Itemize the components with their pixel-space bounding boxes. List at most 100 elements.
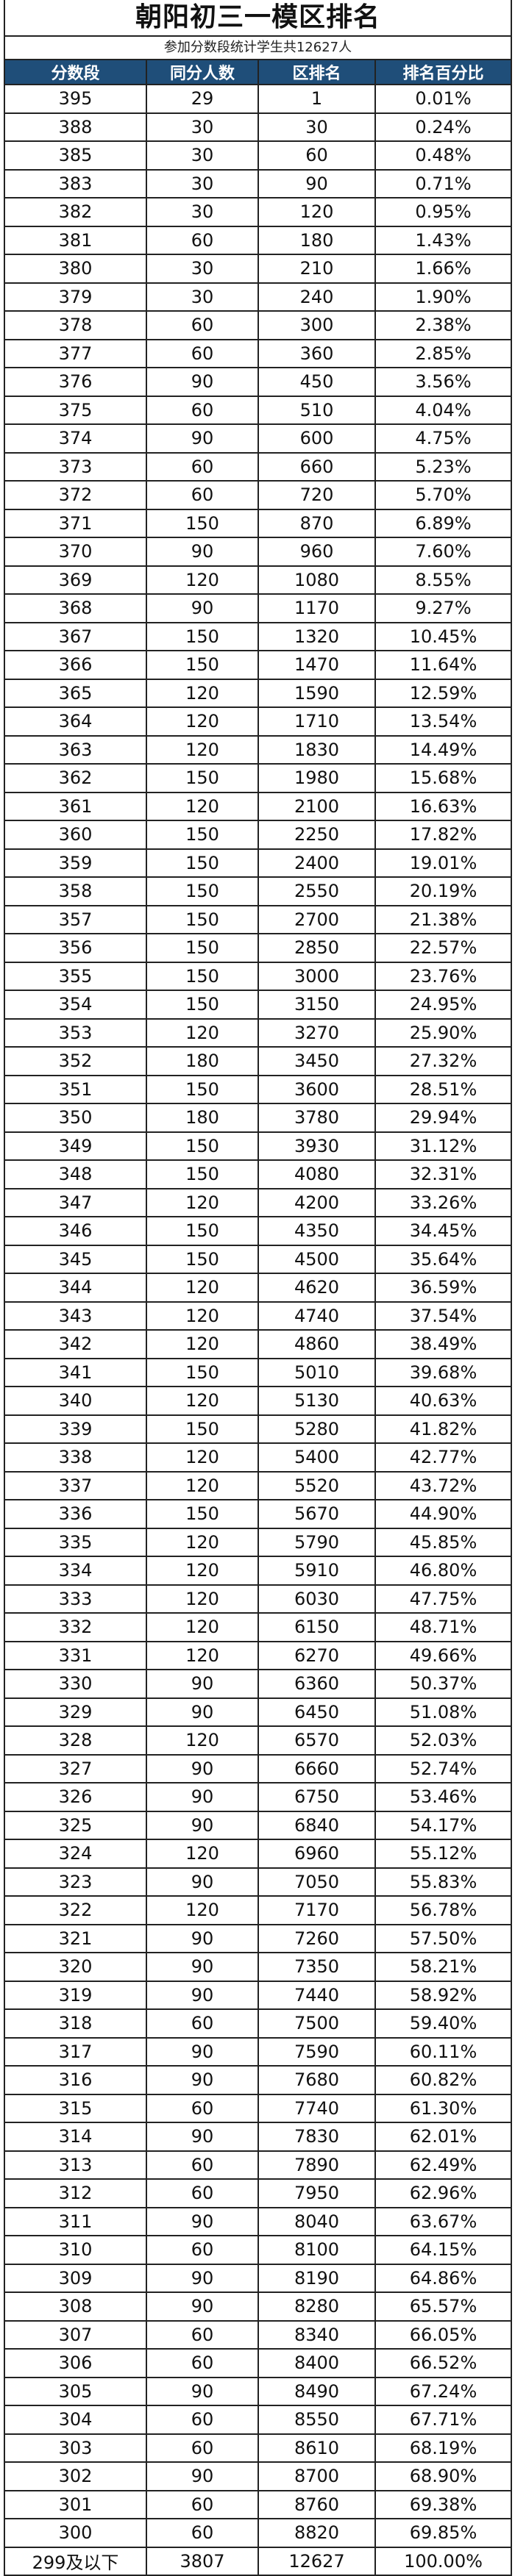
table-row: 326 90 6750 53.46%: [5, 1783, 511, 1812]
cell-rank: 6840: [258, 1811, 376, 1840]
cell-score: 319: [5, 1981, 147, 2010]
cell-count: 30: [146, 198, 259, 227]
cell-count: 60: [146, 226, 259, 255]
cell-score: 325: [5, 1811, 147, 1840]
table-row: 347 120 4200 33.26%: [5, 1188, 511, 1217]
table-row: 335 120 5790 45.85%: [5, 1528, 511, 1557]
cell-score: 346: [5, 1217, 147, 1246]
cell-score: 359: [5, 848, 147, 878]
cell-rank: 8190: [258, 2264, 376, 2293]
cell-count: 60: [146, 2349, 259, 2378]
table-row: 313 60 7890 62.49%: [5, 2150, 511, 2180]
cell-score: 374: [5, 424, 147, 454]
cell-count: 90: [146, 1670, 259, 1699]
cell-rank: 6660: [258, 1754, 376, 1783]
table-row: 333 120 6030 47.75%: [5, 1584, 511, 1614]
cell-count: 60: [146, 452, 259, 482]
cell-count: 60: [146, 2150, 259, 2180]
cell-rank: 7440: [258, 1981, 376, 2010]
cell-count: 60: [146, 396, 259, 425]
cell-score: 314: [5, 2122, 147, 2152]
cell-count: 120: [146, 792, 259, 821]
table-row: 332 120 6150 48.71%: [5, 1613, 511, 1642]
cell-percent: 62.49%: [375, 2150, 511, 2180]
table-row: 353 120 3270 25.90%: [5, 1018, 511, 1048]
cell-count: 90: [146, 2462, 259, 2491]
cell-score: 317: [5, 2037, 147, 2067]
cell-count: 60: [146, 2405, 259, 2435]
cell-score: 323: [5, 1867, 147, 1897]
cell-rank: 3270: [258, 1018, 376, 1048]
cell-rank: 1080: [258, 565, 376, 595]
cell-percent: 24.95%: [375, 990, 511, 1020]
table-row: 355 150 3000 23.76%: [5, 962, 511, 991]
cell-count: 150: [146, 1358, 259, 1387]
table-row: 321 90 7260 57.50%: [5, 1924, 511, 1953]
cell-percent: 0.24%: [375, 112, 511, 142]
cell-rank: 4740: [258, 1301, 376, 1331]
cell-count: 180: [146, 1047, 259, 1076]
cell-percent: 58.21%: [375, 1953, 511, 1982]
column-header-score: 分数段: [5, 60, 147, 85]
cell-rank: 300: [258, 311, 376, 340]
cell-rank: 180: [258, 226, 376, 255]
cell-count: 60: [146, 2320, 259, 2350]
cell-percent: 4.04%: [375, 396, 511, 425]
cell-rank: 6150: [258, 1613, 376, 1642]
cell-score: 328: [5, 1726, 147, 1756]
table-row: 361 120 2100 16.63%: [5, 792, 511, 821]
cell-count: 120: [146, 1641, 259, 1670]
cell-score: 371: [5, 509, 147, 538]
cell-score: 309: [5, 2264, 147, 2293]
table-row: 377 60 360 2.85%: [5, 339, 511, 368]
cell-rank: 7950: [258, 2179, 376, 2208]
cell-count: 120: [146, 707, 259, 737]
cell-count: 150: [146, 509, 259, 538]
cell-score: 301: [5, 2490, 147, 2519]
cell-percent: 56.78%: [375, 1896, 511, 1925]
cell-score: 331: [5, 1641, 147, 1670]
cell-rank: 2250: [258, 820, 376, 850]
cell-score: 306: [5, 2349, 147, 2378]
cell-score: 377: [5, 339, 147, 368]
table-row: 344 120 4620 36.59%: [5, 1273, 511, 1303]
cell-count: 3807: [146, 2547, 259, 2575]
cell-rank: 7500: [258, 2009, 376, 2039]
cell-percent: 17.82%: [375, 820, 511, 850]
cell-rank: 7890: [258, 2150, 376, 2180]
table-row: 327 90 6660 52.74%: [5, 1754, 511, 1783]
cell-percent: 35.64%: [375, 1245, 511, 1274]
cell-count: 180: [146, 1103, 259, 1133]
table-row: 319 90 7440 58.92%: [5, 1981, 511, 2010]
table-row: 365 120 1590 12.59%: [5, 679, 511, 708]
cell-percent: 41.82%: [375, 1414, 511, 1444]
table-row: 302 90 8700 68.90%: [5, 2462, 511, 2491]
cell-rank: 60: [258, 141, 376, 171]
cell-count: 120: [146, 1273, 259, 1303]
table-row: 305 90 8490 67.24%: [5, 2377, 511, 2406]
cell-count: 90: [146, 537, 259, 567]
cell-count: 120: [146, 679, 259, 708]
cell-percent: 1.90%: [375, 282, 511, 312]
cell-score: 382: [5, 198, 147, 227]
cell-percent: 9.27%: [375, 594, 511, 623]
table-row: 367 150 1320 10.45%: [5, 622, 511, 651]
cell-percent: 3.56%: [375, 368, 511, 397]
cell-rank: 1590: [258, 679, 376, 708]
cell-count: 150: [146, 1245, 259, 1274]
cell-percent: 5.70%: [375, 481, 511, 510]
cell-score: 352: [5, 1047, 147, 1076]
cell-score: 302: [5, 2462, 147, 2491]
cell-count: 90: [146, 1754, 259, 1783]
cell-count: 120: [146, 1896, 259, 1925]
cell-percent: 1.43%: [375, 226, 511, 255]
cell-score: 366: [5, 651, 147, 680]
cell-score: 308: [5, 2292, 147, 2322]
cell-rank: 8040: [258, 2207, 376, 2236]
cell-score: 326: [5, 1783, 147, 1812]
cell-score: 347: [5, 1188, 147, 1217]
cell-rank: 1980: [258, 764, 376, 793]
cell-rank: 6450: [258, 1697, 376, 1727]
cell-rank: 600: [258, 424, 376, 454]
table-row: 331 120 6270 49.66%: [5, 1641, 511, 1670]
